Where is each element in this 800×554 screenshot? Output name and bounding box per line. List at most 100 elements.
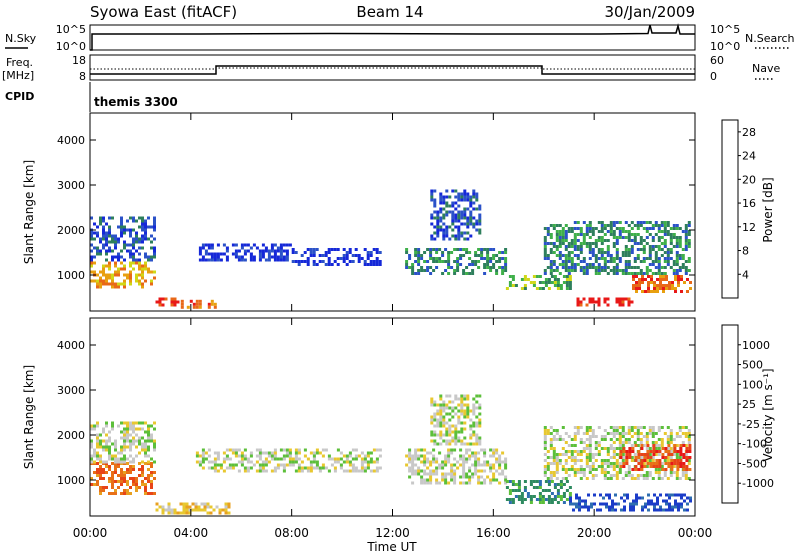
power-cell xyxy=(633,257,637,260)
power-cell xyxy=(675,254,679,257)
velocity-cell xyxy=(465,475,469,479)
velocity-cell xyxy=(436,403,440,407)
velocity-cell xyxy=(144,451,147,455)
power-cell xyxy=(147,225,150,229)
power-cell xyxy=(489,266,493,269)
velocity-cell xyxy=(543,429,547,432)
velocity-cell xyxy=(561,447,565,450)
power-cell xyxy=(675,272,679,275)
velocity-cell xyxy=(665,502,668,506)
power-cell xyxy=(624,248,628,251)
power-cell xyxy=(99,252,102,256)
velocity-cell xyxy=(442,421,446,425)
power-cell xyxy=(144,222,147,226)
velocity-cell xyxy=(569,502,572,506)
velocity-cell xyxy=(203,505,207,509)
velocity-cell xyxy=(687,438,691,441)
power-cell xyxy=(612,257,616,260)
velocity-cell xyxy=(654,447,658,450)
power-cell xyxy=(594,269,598,272)
velocity-cell xyxy=(472,406,476,410)
velocity-cell xyxy=(123,421,126,425)
power-cell xyxy=(120,267,123,271)
velocity-cell xyxy=(366,451,370,455)
power-cell xyxy=(567,272,571,275)
power-cell xyxy=(559,287,563,290)
velocity-cell xyxy=(99,471,102,474)
velocity-cell xyxy=(688,456,692,459)
velocity-cell xyxy=(120,448,123,452)
power-cell xyxy=(153,237,156,241)
velocity-cell xyxy=(451,439,455,443)
velocity-cell xyxy=(562,492,566,495)
power-cell xyxy=(546,254,550,257)
velocity-cell xyxy=(132,439,135,443)
velocity-ytick-label: 2000 xyxy=(57,429,85,442)
velocity-cell xyxy=(224,502,228,506)
velocity-cell xyxy=(132,430,135,434)
velocity-cell xyxy=(261,469,265,473)
power-cell xyxy=(597,263,601,266)
velocity-cell xyxy=(102,430,105,434)
velocity-cell xyxy=(687,441,691,444)
power-cell xyxy=(198,249,202,253)
power-cell xyxy=(675,242,679,245)
power-cell xyxy=(570,263,574,266)
velocity-cell xyxy=(591,474,595,477)
velocity-cell xyxy=(198,463,202,467)
velocity-cell xyxy=(111,421,114,425)
velocity-cell xyxy=(678,435,682,438)
velocity-cell xyxy=(327,454,331,458)
nsky-label: N.Sky xyxy=(5,32,37,45)
power-cell xyxy=(135,279,138,283)
power-cell xyxy=(213,258,217,262)
power-cell xyxy=(681,254,685,257)
velocity-cell xyxy=(216,457,220,461)
velocity-cell xyxy=(622,447,626,450)
power-cell xyxy=(231,252,235,256)
velocity-cell xyxy=(606,477,610,480)
velocity-cell xyxy=(569,496,572,500)
velocity-cell xyxy=(648,474,652,477)
power-cell xyxy=(538,287,542,290)
velocity-cell xyxy=(90,427,93,431)
velocity-ylabel: Slant Range [km] xyxy=(22,365,36,469)
velocity-cell xyxy=(596,508,599,512)
velocity-cell xyxy=(535,498,539,501)
velocity-cell xyxy=(132,457,135,461)
velocity-cell xyxy=(612,432,616,435)
power-cell xyxy=(96,249,99,253)
power-cell xyxy=(606,224,610,227)
power-cell xyxy=(117,273,120,277)
velocity-cell xyxy=(138,421,141,425)
velocity-cell xyxy=(609,474,613,477)
velocity-cell xyxy=(93,448,96,452)
velocity-cell xyxy=(201,466,205,470)
power-cell xyxy=(567,257,571,260)
velocity-cell xyxy=(664,450,668,453)
power-cell xyxy=(276,249,280,253)
power-cell xyxy=(411,272,415,275)
velocity-cell xyxy=(552,438,556,441)
velocity-cell xyxy=(570,444,574,447)
power-cell xyxy=(153,225,156,229)
power-cell xyxy=(138,252,141,256)
velocity-cell xyxy=(433,403,437,407)
power-cell xyxy=(639,248,643,251)
velocity-cell xyxy=(90,483,93,486)
power-cell xyxy=(303,251,307,254)
power-cell xyxy=(544,284,548,287)
velocity-cell xyxy=(249,460,253,464)
power-cell xyxy=(627,297,631,301)
velocity-cell xyxy=(661,456,665,459)
velocity-cell xyxy=(676,465,680,468)
power-xticks xyxy=(89,113,696,311)
velocity-cell xyxy=(687,459,691,462)
velocity-cell xyxy=(622,450,626,453)
power-cell xyxy=(442,213,446,217)
velocity-cell xyxy=(209,511,213,515)
power-cell xyxy=(684,242,688,245)
velocity-cell xyxy=(627,471,631,474)
velocity-cell xyxy=(243,469,247,473)
velocity-cell xyxy=(546,456,550,459)
